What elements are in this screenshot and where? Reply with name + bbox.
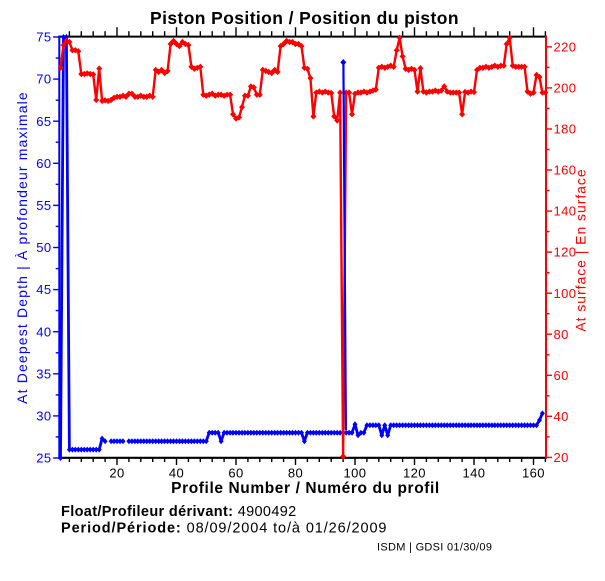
svg-text:160: 160 xyxy=(554,163,577,178)
svg-text:20: 20 xyxy=(109,466,124,481)
svg-text:35: 35 xyxy=(36,366,51,381)
svg-text:100: 100 xyxy=(554,286,577,301)
svg-text:60: 60 xyxy=(36,156,51,171)
svg-text:65: 65 xyxy=(36,114,51,129)
svg-text:140: 140 xyxy=(554,204,577,219)
svg-text:75: 75 xyxy=(36,30,51,45)
svg-text:Piston Position / Position du: Piston Position / Position du piston xyxy=(150,8,459,28)
svg-text:80: 80 xyxy=(288,466,303,481)
svg-text:At surface | En surface: At surface | En surface xyxy=(573,168,589,331)
svg-text:120: 120 xyxy=(403,466,426,481)
svg-text:30: 30 xyxy=(36,409,51,424)
svg-text:Float/Profileur dérivant: 4900: Float/Profileur dérivant: 4900492 xyxy=(61,504,297,520)
svg-text:140: 140 xyxy=(463,466,486,481)
svg-text:At Deepest Depth | À profondeu: At Deepest Depth | À profondeur maximale xyxy=(14,91,30,404)
svg-text:Period/Période: 08/09/2004 to/: Period/Période: 08/09/2004 to/à 01/26/20… xyxy=(61,520,387,536)
svg-text:60: 60 xyxy=(554,368,569,383)
svg-text:50: 50 xyxy=(36,240,51,255)
svg-text:40: 40 xyxy=(36,324,51,339)
svg-text:200: 200 xyxy=(554,81,577,96)
svg-text:60: 60 xyxy=(228,466,243,481)
svg-text:25: 25 xyxy=(36,451,51,466)
svg-text:40: 40 xyxy=(169,466,184,481)
svg-text:220: 220 xyxy=(554,40,577,55)
svg-text:70: 70 xyxy=(36,72,51,87)
svg-text:120: 120 xyxy=(554,245,577,260)
svg-text:55: 55 xyxy=(36,198,51,213)
svg-text:45: 45 xyxy=(36,282,51,297)
svg-text:100: 100 xyxy=(344,466,367,481)
svg-text:Profile Number / Numéro du pro: Profile Number / Numéro du profil xyxy=(171,480,440,497)
svg-text:160: 160 xyxy=(522,466,545,481)
svg-text:180: 180 xyxy=(554,122,577,137)
svg-text:20: 20 xyxy=(554,450,569,465)
svg-text:ISDM | GDSI 01/30/09: ISDM | GDSI 01/30/09 xyxy=(377,542,492,554)
svg-text:80: 80 xyxy=(554,327,569,342)
svg-text:40: 40 xyxy=(554,409,569,424)
